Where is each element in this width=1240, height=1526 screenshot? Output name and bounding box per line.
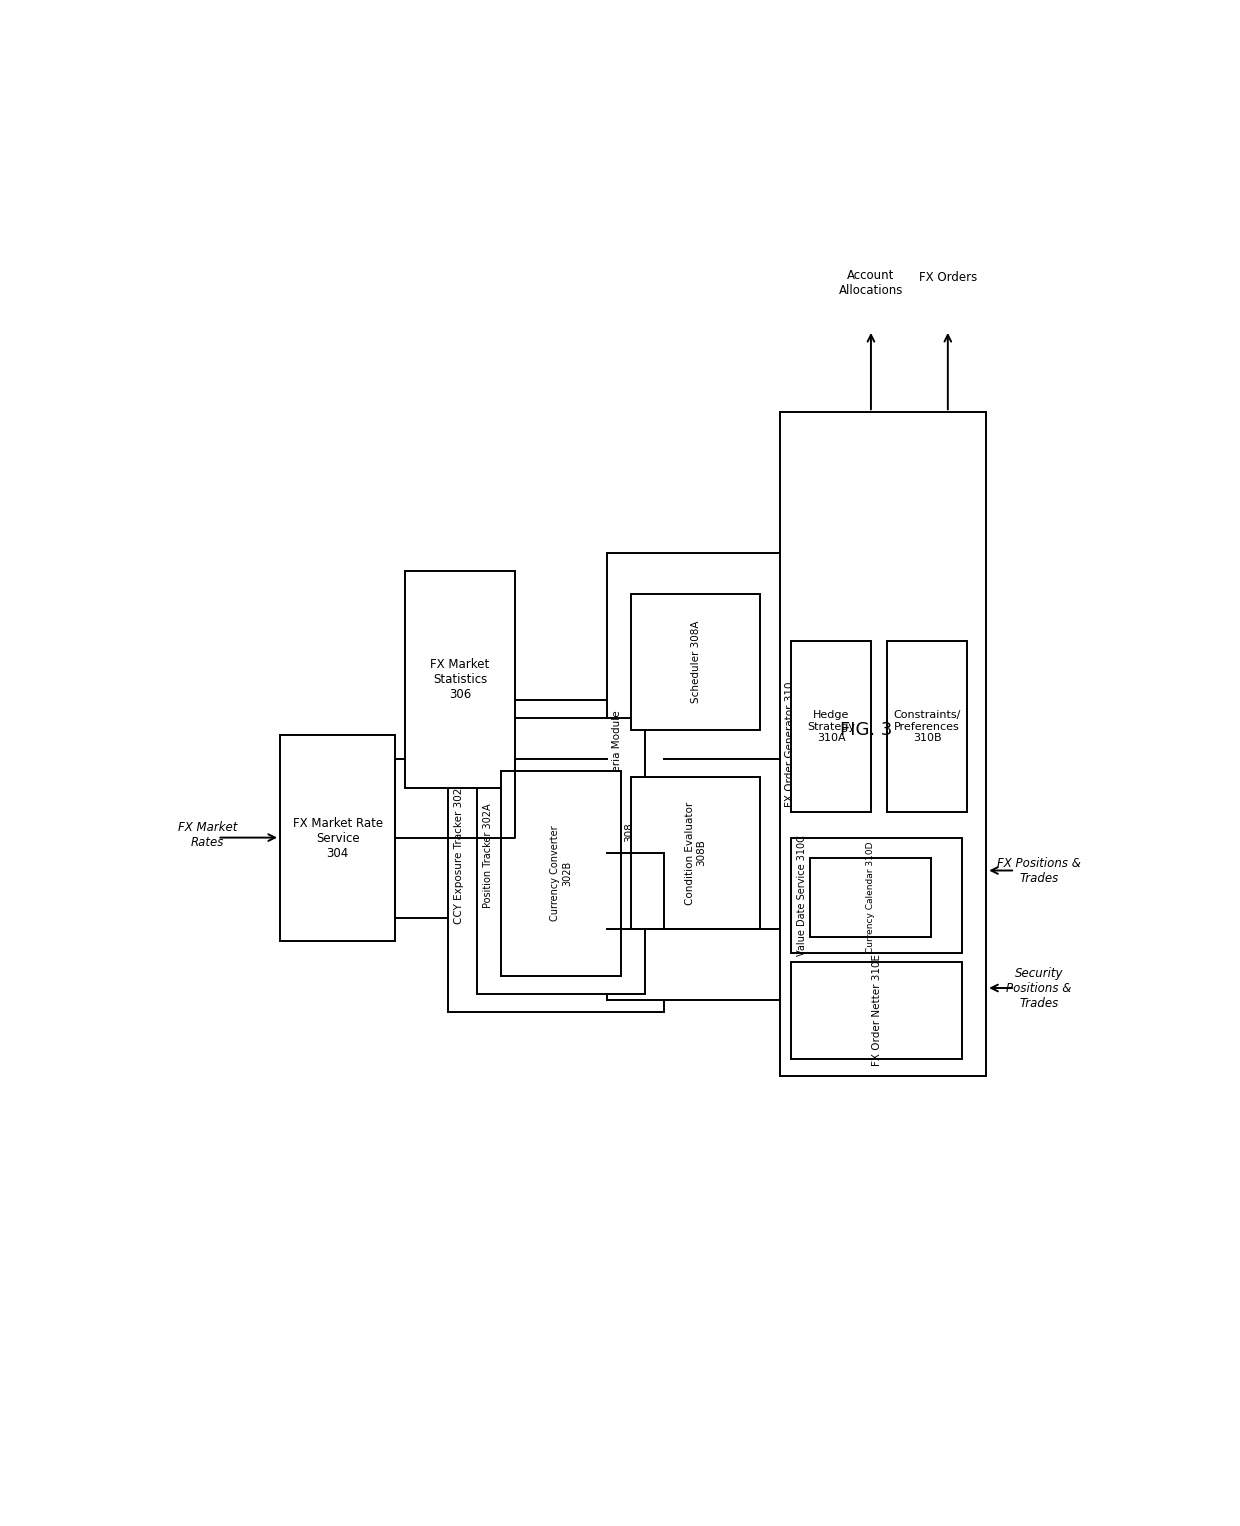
Bar [888, 641, 967, 812]
Text: Currency Calendar 310D: Currency Calendar 310D [866, 842, 875, 954]
Bar [501, 771, 621, 977]
Bar [631, 594, 760, 729]
Text: CCY Exposure Tracker 302: CCY Exposure Tracker 302 [454, 787, 464, 925]
Text: FX Orders: FX Orders [919, 270, 977, 284]
Bar [780, 412, 986, 1076]
Bar [811, 858, 930, 937]
Text: Condition Evaluator
308B: Condition Evaluator 308B [684, 801, 707, 905]
Text: FX Positions &
Trades: FX Positions & Trades [997, 856, 1081, 885]
Text: FX Market
Statistics
306: FX Market Statistics 306 [430, 658, 490, 700]
Text: FX Market Rate
Service
304: FX Market Rate Service 304 [293, 816, 383, 859]
Text: FX Order Netter 310E: FX Order Netter 310E [872, 954, 882, 1067]
Text: Value Date Service 310C: Value Date Service 310C [797, 835, 807, 955]
Text: Constraints/
Preferences
310B: Constraints/ Preferences 310B [894, 710, 961, 743]
Text: Account
Allocations: Account Allocations [838, 269, 903, 298]
Bar [631, 777, 760, 929]
Bar [791, 963, 962, 1059]
Text: Currency Converter
302B: Currency Converter 302B [551, 826, 572, 922]
Text: FIG. 3: FIG. 3 [839, 720, 893, 739]
Bar [791, 838, 962, 952]
Bar [791, 641, 870, 812]
Bar [448, 700, 665, 1012]
Text: Exposure Criteria Module
308: Exposure Criteria Module 308 [613, 711, 634, 842]
Text: Security
Positions &
Trades: Security Positions & Trades [1007, 966, 1071, 1010]
Text: FX Market
Rates: FX Market Rates [179, 821, 238, 850]
Bar [280, 736, 396, 942]
Bar [477, 717, 645, 993]
Text: Hedge
Strategy
310A: Hedge Strategy 310A [807, 710, 856, 743]
Bar [404, 571, 516, 789]
Text: Scheduler 308A: Scheduler 308A [691, 621, 701, 703]
Bar [606, 554, 785, 1000]
Text: FX Order Generator 310: FX Order Generator 310 [785, 682, 795, 807]
Text: Position Tracker 302A: Position Tracker 302A [482, 804, 492, 908]
